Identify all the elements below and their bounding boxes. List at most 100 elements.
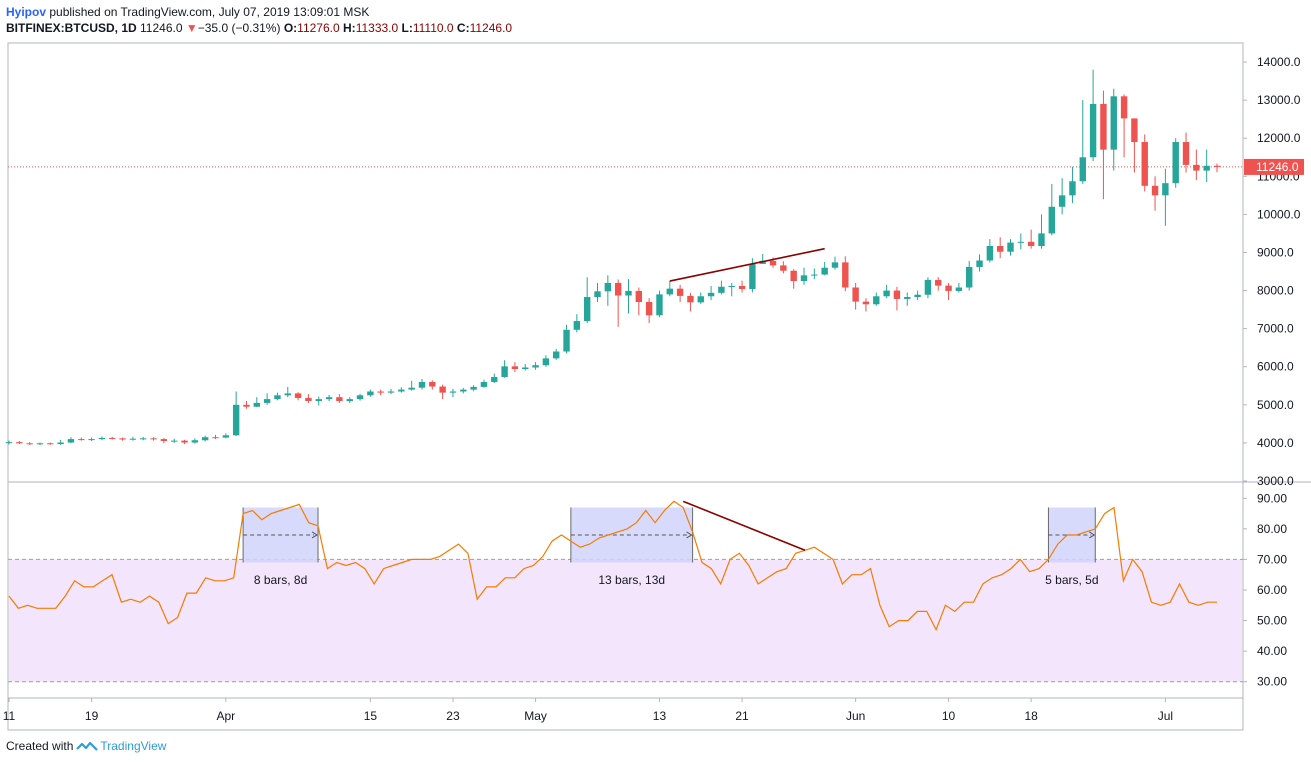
tradingview-logo-icon — [76, 741, 99, 751]
candle — [170, 438, 178, 443]
candle — [563, 324, 570, 354]
high-value: 11333.0 — [355, 21, 399, 35]
candle-body — [945, 285, 952, 291]
candle — [955, 282, 963, 293]
candle — [883, 284, 890, 299]
candle-body — [67, 439, 75, 443]
rsi-band — [9, 559, 1242, 682]
candle-body — [594, 291, 601, 298]
candle-body — [542, 358, 550, 366]
candle-body — [5, 442, 13, 444]
candle — [294, 392, 302, 401]
candle-body — [1100, 103, 1107, 150]
candle-body — [377, 391, 384, 393]
candle — [460, 388, 467, 394]
plot-border — [7, 42, 1244, 731]
candle-body — [1182, 142, 1190, 165]
candle — [98, 436, 106, 441]
candle-body — [852, 287, 859, 302]
candle-body — [1017, 241, 1025, 243]
candle — [470, 385, 477, 392]
candle-body — [418, 381, 426, 388]
rsi-tick-label: 90.00 — [1257, 491, 1287, 505]
candle-body — [470, 386, 477, 390]
last-price: 11246.0 — [140, 21, 183, 35]
candle-body — [449, 391, 457, 393]
candle-body — [491, 377, 498, 382]
candle — [36, 442, 44, 446]
candle-body — [78, 439, 85, 441]
candle — [429, 380, 436, 390]
rsi-tick-label: 70.00 — [1257, 552, 1287, 566]
price-pane[interactable] — [5, 69, 1243, 446]
time-tick-label: 11 — [3, 709, 16, 723]
candle-body — [1151, 185, 1159, 196]
price-tick-label: 12000.0 — [1257, 131, 1301, 145]
open-label: O: — [283, 21, 298, 35]
candle-body — [1007, 242, 1014, 252]
axes: 3000.0 4000.0 5000.0 6000.0 7000.0 8000.0 9000… — [3, 55, 1304, 723]
range-box — [570, 507, 693, 563]
candle-body — [367, 391, 374, 396]
candle — [16, 441, 23, 445]
candle — [418, 378, 426, 390]
range-label: 8 bars, 8d — [254, 573, 307, 587]
candle-body — [645, 301, 653, 316]
time-tick-label: 15 — [364, 709, 378, 723]
candle-body — [263, 399, 271, 403]
candle-body — [243, 404, 250, 407]
candle — [1100, 90, 1107, 200]
candle-body — [996, 246, 1004, 252]
chart-header: Hyipov published on TradingView.com, Jul… — [6, 4, 512, 36]
candle-body — [769, 260, 777, 266]
candle — [1079, 100, 1086, 184]
candle — [821, 262, 828, 276]
price-tick-label: 10000.0 — [1257, 207, 1301, 221]
rsi-tick-label: 30.00 — [1257, 675, 1287, 689]
candle — [852, 282, 859, 310]
candle — [387, 388, 395, 395]
rsi-pane[interactable]: 8 bars, 8d 13 bars, 13d 5 bars, 5d — [8, 500, 1243, 683]
rsi-trendline — [682, 500, 806, 551]
candle-body — [862, 301, 870, 305]
candle — [1069, 166, 1076, 203]
time-tick-label: Apr — [216, 709, 235, 723]
candle-body — [749, 263, 756, 290]
candle-body — [346, 399, 353, 402]
candle-body — [140, 438, 147, 440]
candle — [1089, 69, 1097, 162]
time-tick-label: 23 — [446, 709, 460, 723]
candle-body — [1038, 233, 1045, 247]
candle — [687, 292, 694, 312]
candle — [181, 439, 188, 445]
candle-body — [36, 443, 44, 445]
candle — [1131, 118, 1138, 173]
candle-body — [439, 386, 446, 393]
candle-body — [883, 290, 890, 297]
candle — [594, 282, 601, 302]
candle — [439, 384, 446, 400]
candle-body — [1213, 165, 1221, 167]
candle — [1007, 239, 1014, 256]
candle — [491, 373, 498, 384]
candle-body — [501, 366, 508, 378]
candle-body — [16, 442, 23, 444]
candle-body — [573, 321, 581, 330]
candle-body — [522, 367, 529, 370]
range-measure-3: 5 bars, 5d — [1045, 507, 1099, 587]
price-tick-label: 13000.0 — [1257, 93, 1301, 107]
candle-body — [842, 262, 849, 288]
candle — [1058, 178, 1066, 215]
candle — [996, 237, 1004, 259]
author-name[interactable]: Hyipov — [6, 5, 47, 19]
tradingview-brand[interactable]: TradingView — [76, 739, 166, 753]
candle — [140, 436, 147, 441]
close-label: C: — [456, 21, 470, 35]
candle — [129, 436, 137, 441]
candle — [1017, 233, 1025, 250]
candle — [1162, 168, 1169, 226]
candle-body — [790, 270, 797, 282]
candle-body — [305, 397, 312, 402]
candle-body — [614, 282, 622, 296]
